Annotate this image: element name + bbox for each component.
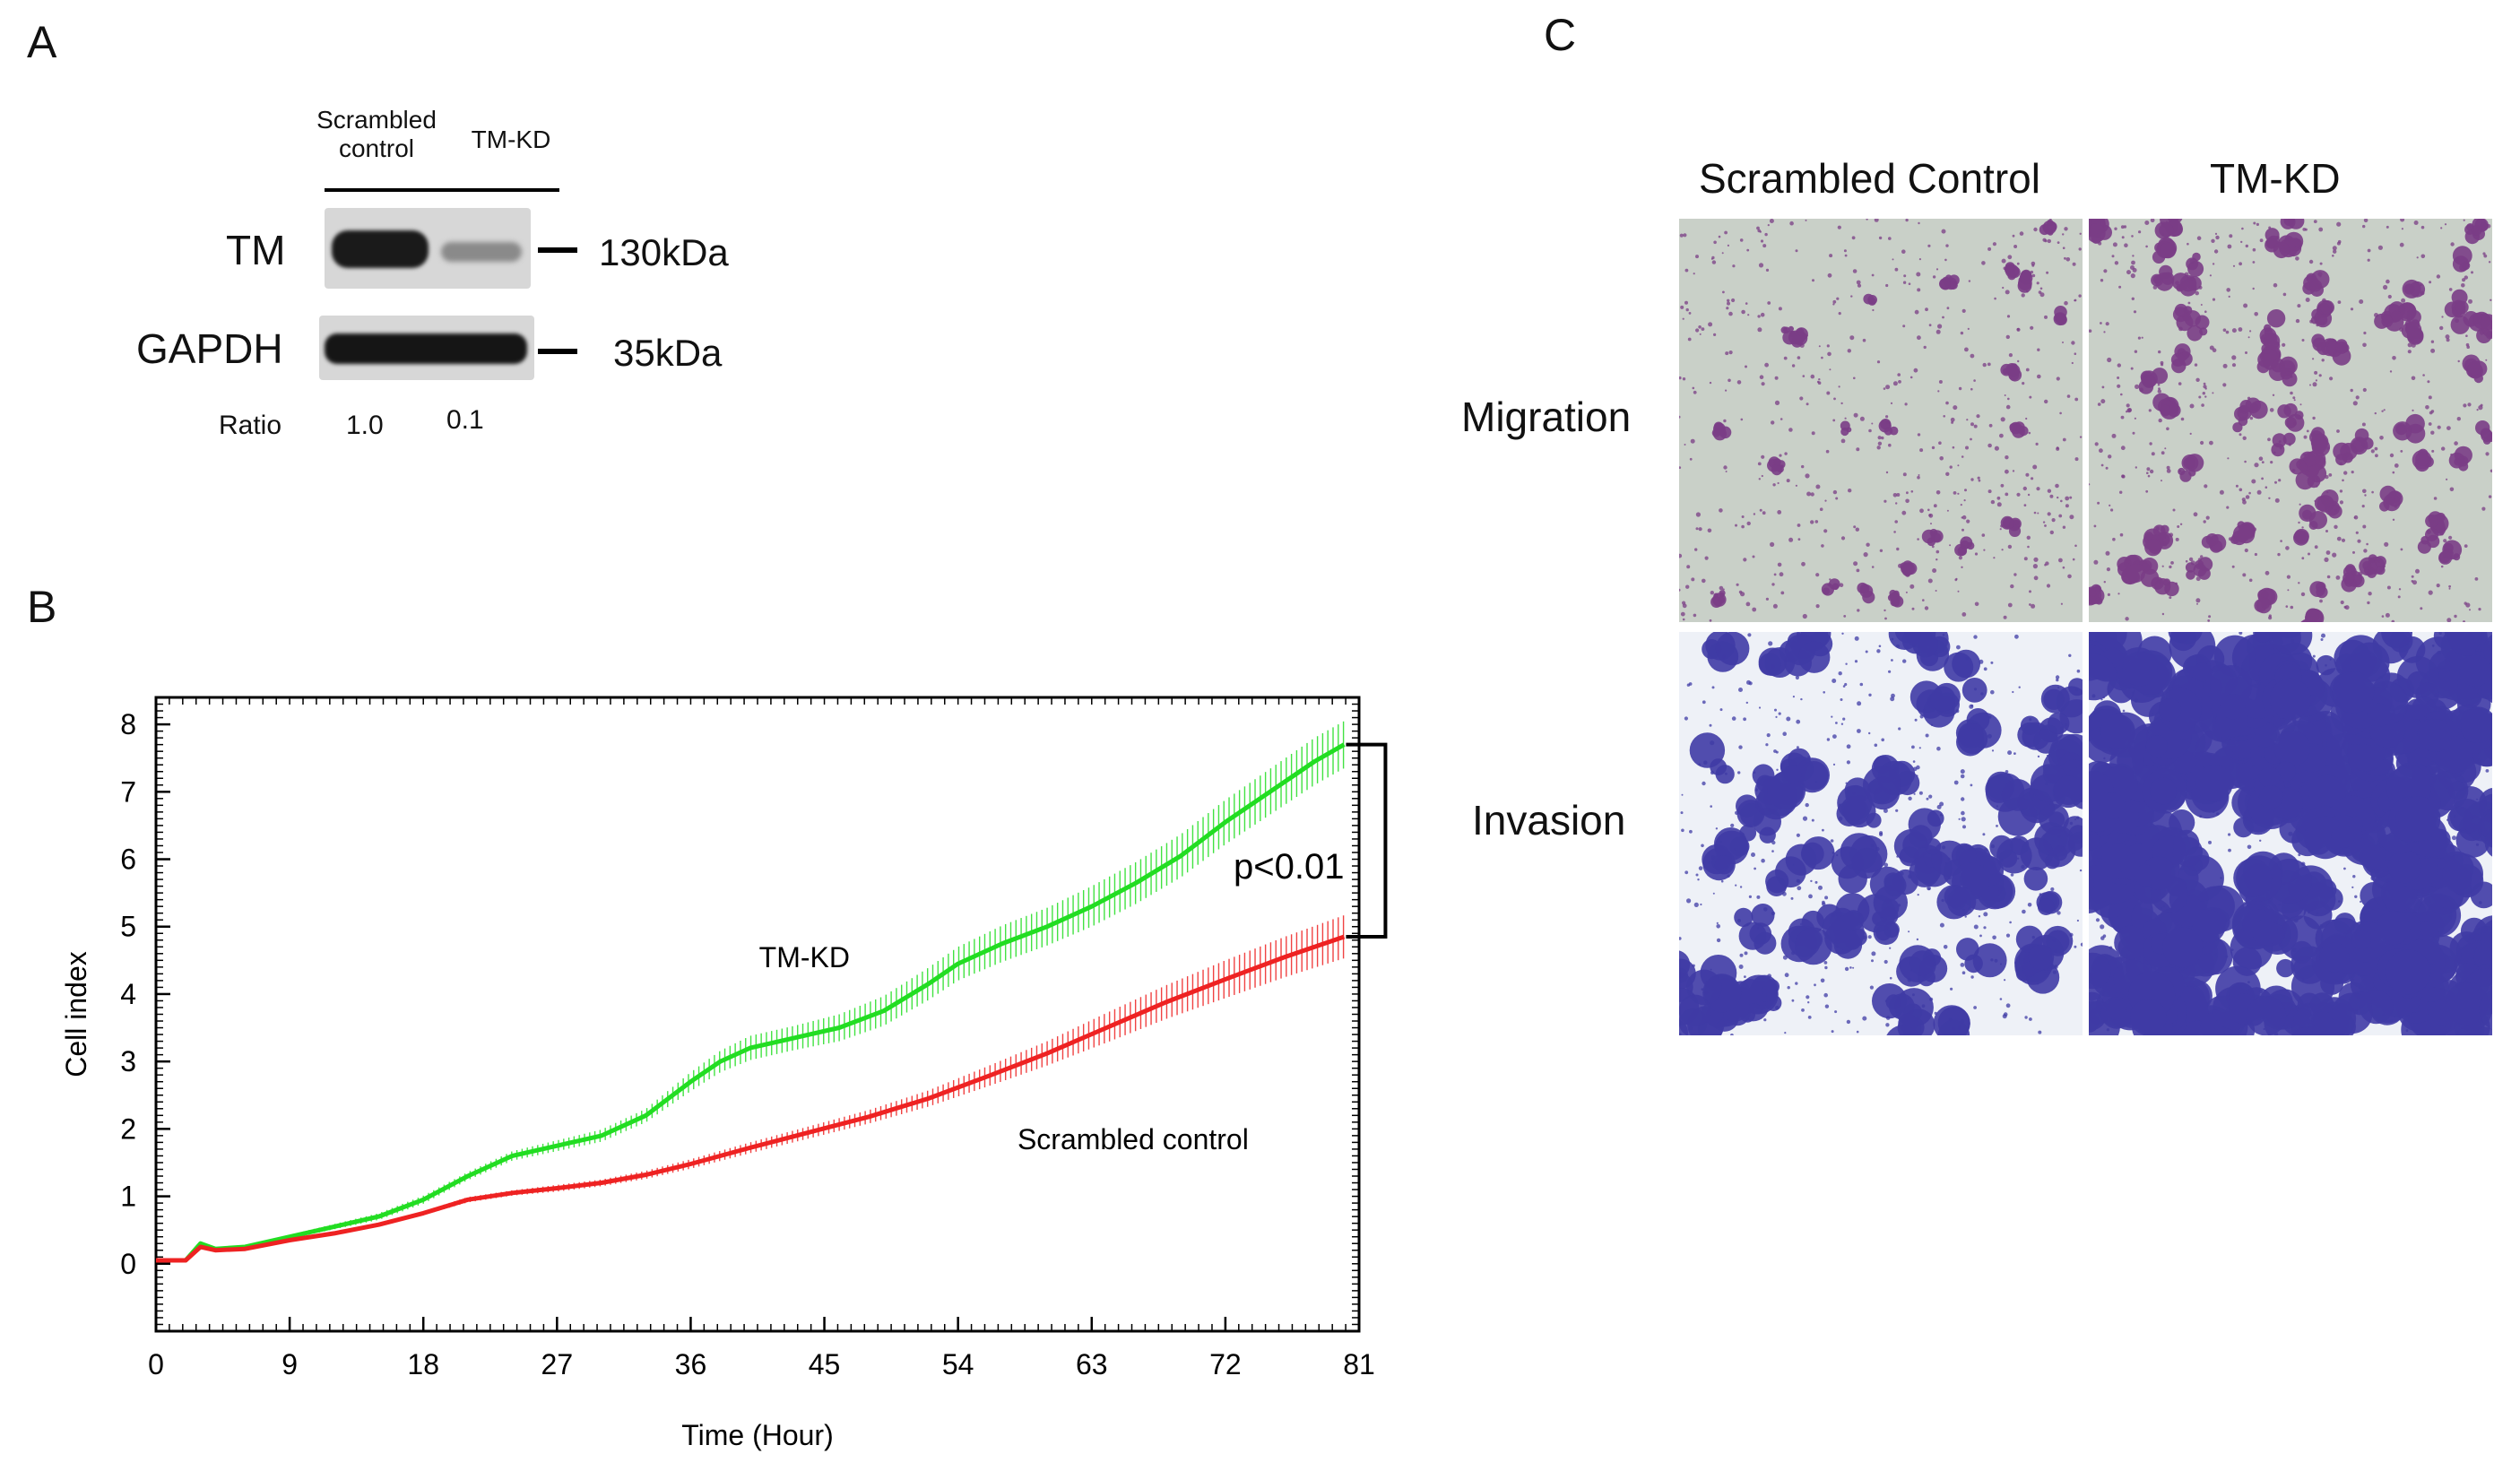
micrograph-invasion-scrambled [1679, 632, 2083, 1035]
tm-size-label: 130kDa [599, 231, 729, 273]
y-tick-label: 8 [120, 708, 136, 740]
y-axis-ticks: 0 1 2 3 4 5 6 7 8 [120, 708, 170, 1280]
tmkd-annotation: TM-KD [759, 941, 850, 973]
y-axis-label: Cell index [60, 951, 92, 1077]
x-tick-label: 0 [148, 1348, 164, 1380]
invasion-tmkd-cells [2089, 632, 2492, 1035]
micrograph-invasion-tmkd [2089, 632, 2492, 1035]
y-tick-label: 5 [120, 911, 136, 943]
series-layer [156, 721, 1346, 1263]
x-tick-label: 45 [809, 1348, 841, 1380]
lane-label-tmkd: TM-KD [471, 125, 551, 153]
x-tick-label: 81 [1343, 1348, 1375, 1380]
migration-tmkd-cells [2089, 219, 2492, 622]
x-axis-label: Time (Hour) [681, 1419, 833, 1451]
plot-frame [154, 696, 1361, 1333]
x-tick-label: 36 [675, 1348, 707, 1380]
panel-label-c: C [1544, 10, 1577, 60]
migration-scrambled-cells [1679, 219, 2083, 622]
gapdh-size-label: 35kDa [613, 332, 723, 374]
micrograph-migration-tmkd [2089, 219, 2492, 622]
y-tick-label: 3 [120, 1045, 136, 1077]
y-tick-label: 0 [120, 1248, 136, 1280]
y-tick-label: 1 [120, 1181, 136, 1213]
series-line [156, 742, 1346, 1263]
y-tick-label: 7 [120, 775, 136, 808]
x-tick-label: 9 [281, 1348, 298, 1380]
x-tick-label: 63 [1076, 1348, 1108, 1380]
micrograph-migration-scrambled [1679, 219, 2083, 622]
series-scrambled [156, 915, 1346, 1263]
x-axis-ticks: 0 9 18 27 36 45 54 63 72 81 [148, 1317, 1375, 1380]
invasion-scrambled-cells [1679, 632, 2083, 1035]
y-tick-label: 4 [120, 978, 136, 1010]
x-tick-label: 54 [942, 1348, 974, 1380]
scrambled-annotation: Scrambled control [1018, 1123, 1249, 1155]
tm-row-label: TM [226, 227, 286, 273]
minor-ticks [155, 697, 1360, 1332]
lane-label-scrambled: Scrambled control [316, 106, 437, 162]
row-label-migration: Migration [1461, 394, 1632, 440]
column-title-tmkd: TM-KD [2210, 155, 2341, 202]
gapdh-row-label: GAPDH [136, 325, 283, 372]
panel-label-b: B [27, 582, 57, 632]
ratio-label: Ratio [219, 411, 282, 440]
gapdh-marker-dash [538, 349, 577, 354]
series-tmkd [156, 721, 1346, 1263]
significance-bracket [1346, 742, 1388, 939]
lane-underline [325, 188, 559, 192]
x-tick-label: 72 [1209, 1348, 1242, 1380]
column-title-scrambled: Scrambled Control [1699, 155, 2040, 202]
gapdh-blot [319, 316, 534, 380]
y-tick-label: 6 [120, 844, 136, 876]
tm-blot [325, 208, 531, 289]
y-tick-label: 2 [120, 1112, 136, 1145]
tm-marker-dash [538, 247, 577, 253]
x-tick-label: 18 [407, 1348, 439, 1380]
row-label-invasion: Invasion [1472, 797, 1626, 844]
ratio-value-scrambled: 1.0 [346, 411, 384, 440]
x-tick-label: 27 [541, 1348, 574, 1380]
p-value-annotation: p<0.01 [1234, 847, 1344, 887]
ratio-value-tmkd: 0.1 [446, 405, 484, 435]
panel-label-a: A [27, 17, 57, 67]
series-line [156, 934, 1346, 1263]
